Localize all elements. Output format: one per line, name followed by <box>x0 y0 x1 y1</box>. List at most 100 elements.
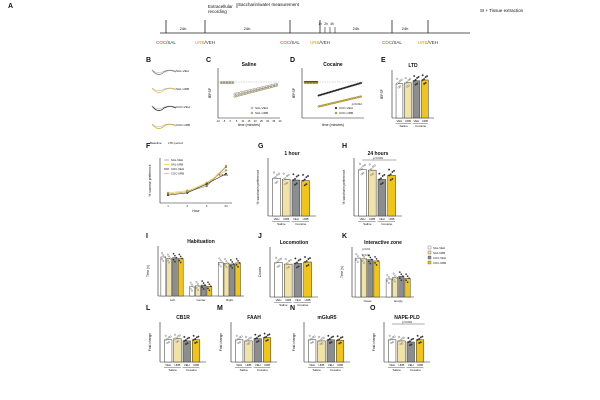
panel-letter-C: C <box>206 57 211 64</box>
panel-l-dot <box>169 335 172 338</box>
panel-k-dot <box>377 260 379 262</box>
panel-o-annot: p<0.001 <box>402 320 413 324</box>
panel-c-tick-7: 25 <box>260 119 263 123</box>
panel-f-point <box>224 164 228 167</box>
panel-j-dot <box>276 265 279 268</box>
panel-e-group-1: URB <box>405 119 411 123</box>
panel-g-dot <box>286 175 288 177</box>
panel-m-dot <box>240 335 243 338</box>
panel-c-point <box>232 81 235 85</box>
panel-m-title: FAAH <box>247 315 261 321</box>
timeline-treat-4-b: VEH <box>321 40 330 45</box>
panel-m-dot <box>237 342 240 344</box>
panel-h-dot <box>391 177 394 180</box>
panel-o-dot <box>418 342 421 344</box>
panel-h-bar-3 <box>387 175 396 217</box>
panel-e-dot <box>424 76 427 79</box>
panel-m-dot <box>246 339 249 342</box>
panel-h-dot <box>359 168 361 171</box>
panel-j-dot <box>294 257 297 260</box>
panel-k-bar <box>361 258 367 298</box>
panel-j-dot <box>284 258 287 261</box>
panel-j-title: Locomotion <box>280 240 309 246</box>
panel-o-dot <box>391 336 394 339</box>
panel-h-dot <box>360 167 363 170</box>
panel-c-tick-4: 10 <box>241 119 244 123</box>
panel-m-dot <box>248 342 251 345</box>
panel-j-dot <box>309 257 312 259</box>
panel-f-ylabel: % sucrose preference <box>148 164 152 196</box>
timeline-treat-6-sep: / <box>427 40 429 45</box>
panel-l-dot <box>166 342 169 344</box>
panel-j-dot <box>286 267 289 270</box>
panel-i-bar <box>178 258 184 297</box>
trace-label-COC-URB: COC-URB <box>176 123 190 127</box>
panel-o-group-0: VEH <box>389 363 395 367</box>
panel-k-dot <box>355 259 358 261</box>
panel-i-dot <box>172 252 175 255</box>
panel-h-title: 24 hours <box>368 151 389 157</box>
panel-j-dot <box>307 258 310 260</box>
panel-k-bar <box>404 278 411 298</box>
panel-d-xlabel: time (minutes) <box>322 123 344 127</box>
panel-i-dot <box>231 261 234 263</box>
panel-letter-O: O <box>370 305 376 312</box>
timeline-mark-2h: 2h <box>324 22 328 26</box>
panel-k-dot <box>367 260 370 263</box>
panel-g-dot <box>274 181 277 184</box>
panel-h-dot <box>362 172 365 175</box>
panel-n-dot <box>336 339 339 342</box>
panel-o-dot <box>412 337 415 340</box>
timeline-treat-1-a: COC <box>156 40 167 45</box>
panel-h-dot <box>360 173 363 176</box>
panel-letter-D: D <box>290 57 295 64</box>
panel-i-dot <box>209 285 212 288</box>
panel-h-dot <box>373 164 376 167</box>
panel-i-dot <box>208 283 211 286</box>
panel-j-group-2: VEH <box>295 298 301 302</box>
panel-k-xgroup-0: Novel <box>364 299 372 303</box>
panel-i-xgroup-1: Center <box>196 298 205 302</box>
panel-c-tick-9: 35 <box>272 119 275 123</box>
panel-l-dot <box>195 336 198 339</box>
panel-n-dot <box>322 336 325 339</box>
panel-o-dot <box>410 338 413 341</box>
panel-m-group-2: VEH <box>255 363 261 367</box>
panel-o-dot <box>421 335 424 338</box>
panel-f-annot: p<0.001 <box>219 174 229 177</box>
panel-j-dot <box>304 261 307 263</box>
trace-SAL-URB <box>151 87 177 93</box>
panel-e-dot <box>413 79 416 82</box>
panel-j-dot <box>307 264 310 266</box>
panel-i-dot <box>196 282 199 285</box>
panel-k: Interactive zone Time (s) Novel Empty <box>340 240 414 303</box>
panel-h-dot <box>362 165 365 168</box>
panel-m-dot <box>245 339 247 342</box>
panel-n-dot <box>321 337 324 340</box>
panel-i-dot <box>230 259 232 261</box>
panel-i-dot <box>163 256 166 258</box>
panel-n-dot <box>318 335 320 338</box>
panel-c-tick-5: 15 <box>248 119 251 123</box>
panel-i-dot <box>225 266 228 269</box>
panel-d-point <box>316 81 319 85</box>
panel-m-dot <box>266 334 269 337</box>
timeline-treat-3-sep: / <box>290 40 292 45</box>
panel-o-dot <box>393 335 396 338</box>
panel-k-dot <box>398 271 401 274</box>
panel-i-dot <box>196 288 199 291</box>
panel-l-dot <box>174 337 176 340</box>
panel-k-dot <box>387 276 390 278</box>
panel-i-dot <box>235 258 238 260</box>
panel-l-dot <box>167 341 170 344</box>
panel-h-dot <box>378 172 381 175</box>
panel-l-dot <box>177 335 180 338</box>
panel-i-dot <box>235 264 238 266</box>
panel-g-dot <box>276 180 279 183</box>
panel-i-dot <box>178 253 181 256</box>
panel-j-dot <box>296 261 298 264</box>
panel-n-dot <box>310 342 313 344</box>
